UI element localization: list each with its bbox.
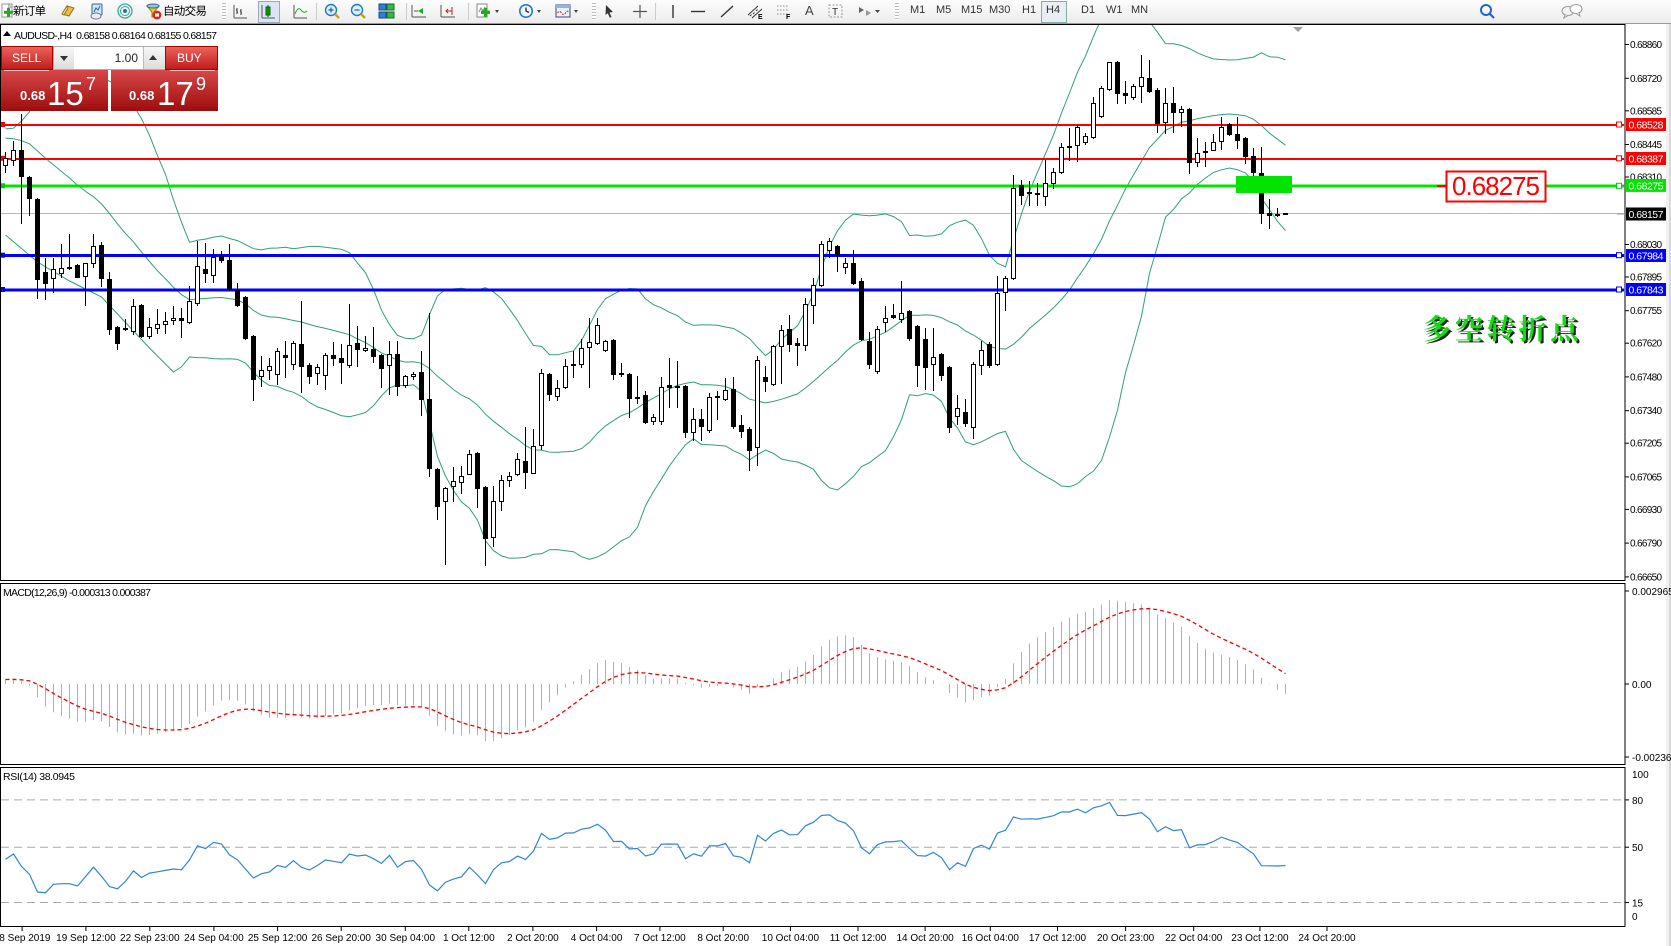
svg-text:T: T xyxy=(832,7,838,18)
svg-text:24 Sep 04:00: 24 Sep 04:00 xyxy=(184,933,244,944)
svg-text:0.68528: 0.68528 xyxy=(1629,120,1664,132)
svg-text:26 Sep 20:00: 26 Sep 20:00 xyxy=(311,933,371,944)
svg-text:F: F xyxy=(786,14,791,21)
svg-text:18 Sep 2019: 18 Sep 2019 xyxy=(0,933,51,944)
svg-text:19 Sep 12:00: 19 Sep 12:00 xyxy=(56,933,116,944)
svg-text:22 Oct 04:00: 22 Oct 04:00 xyxy=(1165,933,1223,944)
svg-text:0.002965: 0.002965 xyxy=(1632,587,1671,598)
svg-text:1 Oct 12:00: 1 Oct 12:00 xyxy=(443,933,495,944)
svg-text:0.67755: 0.67755 xyxy=(1630,306,1662,317)
svg-text:0.67984: 0.67984 xyxy=(1629,251,1664,263)
svg-text:11 Oct 12:00: 11 Oct 12:00 xyxy=(830,933,887,944)
svg-text:AUDUSD-,H4 0.68158 0.68164 0.: AUDUSD-,H4 0.68158 0.68164 0.68155 0.681… xyxy=(14,30,217,42)
svg-text:8 Oct 20:00: 8 Oct 20:00 xyxy=(697,933,749,944)
svg-text:0.68585: 0.68585 xyxy=(1630,106,1662,117)
svg-text:7 Oct 12:00: 7 Oct 12:00 xyxy=(634,933,686,944)
svg-text:0.68157: 0.68157 xyxy=(1629,209,1664,221)
svg-text:80: 80 xyxy=(1632,796,1644,807)
svg-text:0.67620: 0.67620 xyxy=(1630,339,1662,350)
svg-text:25 Sep 12:00: 25 Sep 12:00 xyxy=(248,933,308,944)
svg-text:0.66650: 0.66650 xyxy=(1630,572,1662,583)
svg-text:0.68445: 0.68445 xyxy=(1630,140,1662,151)
svg-text:RSI(14) 38.0945: RSI(14) 38.0945 xyxy=(3,771,75,783)
svg-text:30 Sep 04:00: 30 Sep 04:00 xyxy=(376,933,436,944)
svg-text:23 Oct 12:00: 23 Oct 12:00 xyxy=(1231,933,1289,944)
svg-text:16 Oct 04:00: 16 Oct 04:00 xyxy=(962,933,1020,944)
svg-text:0.68030: 0.68030 xyxy=(1630,240,1662,251)
svg-text:0.67843: 0.67843 xyxy=(1629,285,1664,297)
svg-text:0.67205: 0.67205 xyxy=(1630,439,1662,450)
svg-text:0.68387: 0.68387 xyxy=(1629,154,1664,166)
svg-text:0.68720: 0.68720 xyxy=(1630,74,1662,85)
svg-text:4 Oct 04:00: 4 Oct 04:00 xyxy=(571,933,623,944)
svg-text:0.68310: 0.68310 xyxy=(1630,173,1662,184)
svg-text:24 Oct 20:00: 24 Oct 20:00 xyxy=(1298,933,1356,944)
svg-text:20 Oct 23:00: 20 Oct 23:00 xyxy=(1097,933,1155,944)
svg-text:17 Oct 12:00: 17 Oct 12:00 xyxy=(1029,933,1087,944)
svg-text:50: 50 xyxy=(1632,843,1644,854)
svg-text:0.66790: 0.66790 xyxy=(1630,539,1662,550)
svg-text:0.00: 0.00 xyxy=(1632,680,1652,691)
svg-text:14 Oct 20:00: 14 Oct 20:00 xyxy=(896,933,954,944)
svg-text:0.67480: 0.67480 xyxy=(1630,372,1662,383)
svg-text:0.68275: 0.68275 xyxy=(1629,180,1664,192)
svg-text:0.68860: 0.68860 xyxy=(1630,40,1662,51)
svg-text:2 Oct 20:00: 2 Oct 20:00 xyxy=(507,933,559,944)
svg-text:E: E xyxy=(758,14,763,21)
svg-text:0.66930: 0.66930 xyxy=(1630,505,1662,516)
svg-text:100: 100 xyxy=(1632,770,1649,781)
svg-text:15: 15 xyxy=(1632,899,1644,910)
svg-text:22 Sep 23:00: 22 Sep 23:00 xyxy=(120,933,180,944)
svg-text:0.67895: 0.67895 xyxy=(1630,273,1662,284)
svg-text:MACD(12,26,9) -0.000313 0.0003: MACD(12,26,9) -0.000313 0.000387 xyxy=(3,587,151,599)
svg-text:0.68275: 0.68275 xyxy=(1452,171,1540,201)
svg-text:0.67065: 0.67065 xyxy=(1630,472,1662,483)
svg-text:10 Oct 04:00: 10 Oct 04:00 xyxy=(762,933,820,944)
svg-text:0.67340: 0.67340 xyxy=(1630,406,1662,417)
svg-text:0: 0 xyxy=(1632,912,1638,923)
